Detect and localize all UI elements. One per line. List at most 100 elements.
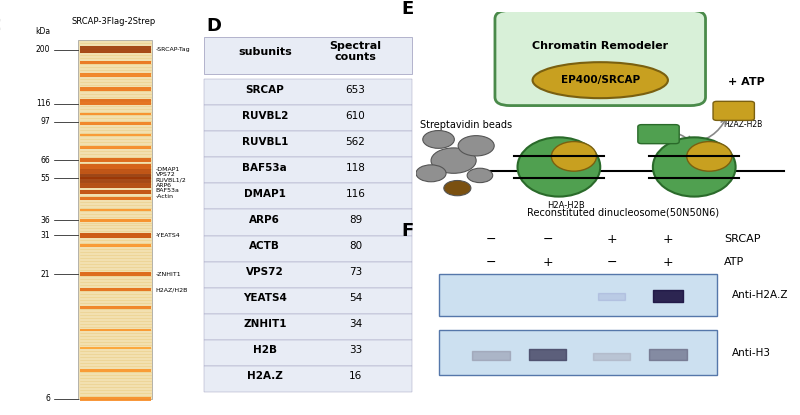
Text: ARP6: ARP6 bbox=[250, 215, 280, 225]
Text: VPS72: VPS72 bbox=[156, 172, 175, 177]
Bar bbox=[80, 306, 150, 309]
Bar bbox=[80, 177, 150, 183]
Circle shape bbox=[458, 136, 494, 156]
Text: kDa: kDa bbox=[35, 27, 50, 36]
Bar bbox=[80, 164, 150, 168]
Text: H2A.Z: H2A.Z bbox=[247, 371, 282, 381]
Text: 89: 89 bbox=[349, 215, 362, 225]
Text: +: + bbox=[542, 256, 553, 269]
Text: Reconstituted dinucleosome(50N50N6): Reconstituted dinucleosome(50N50N6) bbox=[526, 208, 719, 218]
Text: +: + bbox=[606, 233, 617, 246]
Text: SRCAP-3Flag-2Strep: SRCAP-3Flag-2Strep bbox=[71, 17, 156, 26]
FancyBboxPatch shape bbox=[713, 101, 754, 120]
Text: -ZNHIT1: -ZNHIT1 bbox=[156, 272, 182, 277]
Bar bbox=[204, 236, 412, 261]
Text: ACTB: ACTB bbox=[250, 241, 280, 251]
Text: ARP6: ARP6 bbox=[156, 183, 172, 188]
Text: subunits: subunits bbox=[238, 46, 292, 56]
Bar bbox=[204, 37, 412, 73]
Text: Spectral
counts: Spectral counts bbox=[330, 41, 382, 62]
Bar bbox=[80, 46, 150, 53]
Ellipse shape bbox=[533, 62, 668, 98]
Text: Streptavidin beads: Streptavidin beads bbox=[420, 120, 512, 129]
Bar bbox=[80, 190, 150, 194]
Circle shape bbox=[467, 168, 493, 183]
Text: -SRCAP-Tag: -SRCAP-Tag bbox=[156, 47, 190, 52]
Bar bbox=[204, 210, 412, 236]
Bar bbox=[80, 347, 150, 349]
Text: Chromatin Remodeler: Chromatin Remodeler bbox=[532, 42, 668, 51]
Text: +: + bbox=[662, 256, 674, 269]
Text: 200: 200 bbox=[36, 45, 50, 54]
Bar bbox=[80, 233, 150, 238]
Bar bbox=[204, 105, 412, 132]
Text: -Actin: -Actin bbox=[156, 193, 174, 198]
Text: SRCAP: SRCAP bbox=[724, 234, 761, 244]
Text: H2AZ/H2B: H2AZ/H2B bbox=[156, 287, 188, 292]
Text: H2AZ-H2B: H2AZ-H2B bbox=[723, 120, 762, 129]
Text: 16: 16 bbox=[349, 371, 362, 381]
Text: E: E bbox=[401, 0, 414, 18]
Bar bbox=[80, 158, 150, 162]
Bar bbox=[80, 146, 150, 149]
Text: +: + bbox=[662, 233, 674, 246]
FancyBboxPatch shape bbox=[638, 124, 679, 144]
Bar bbox=[204, 183, 412, 210]
Bar bbox=[80, 369, 150, 371]
Text: H2A-H2B: H2A-H2B bbox=[547, 200, 586, 210]
Bar bbox=[80, 99, 150, 102]
Bar bbox=[438, 330, 717, 375]
Text: + ATP: + ATP bbox=[728, 77, 765, 87]
Text: 34: 34 bbox=[349, 319, 362, 329]
Text: H2B: H2B bbox=[253, 345, 277, 355]
Ellipse shape bbox=[551, 142, 597, 171]
Bar bbox=[204, 157, 412, 183]
Bar bbox=[80, 329, 150, 331]
Text: 55: 55 bbox=[41, 174, 50, 183]
Text: 116: 116 bbox=[346, 189, 366, 199]
Text: -DMAP1: -DMAP1 bbox=[156, 167, 180, 172]
Text: EP400/SRCAP: EP400/SRCAP bbox=[561, 75, 640, 85]
Text: 97: 97 bbox=[41, 117, 50, 126]
Text: Anti-H2A.Z: Anti-H2A.Z bbox=[732, 290, 788, 300]
Bar bbox=[204, 288, 412, 314]
Bar bbox=[204, 339, 412, 366]
Text: 33: 33 bbox=[349, 345, 362, 355]
Ellipse shape bbox=[653, 137, 736, 197]
Text: 6: 6 bbox=[46, 395, 50, 403]
Text: ZNHIT1: ZNHIT1 bbox=[243, 319, 286, 329]
FancyBboxPatch shape bbox=[495, 10, 706, 105]
Text: 80: 80 bbox=[349, 241, 362, 251]
Text: 73: 73 bbox=[349, 267, 362, 277]
Bar bbox=[80, 112, 150, 115]
Ellipse shape bbox=[686, 142, 732, 171]
Bar bbox=[80, 122, 150, 125]
Bar bbox=[204, 366, 412, 392]
Text: VPS72: VPS72 bbox=[246, 267, 284, 277]
Bar bbox=[80, 272, 150, 276]
Text: 31: 31 bbox=[41, 231, 50, 240]
Bar bbox=[80, 173, 150, 179]
Text: −: − bbox=[542, 233, 553, 246]
Bar bbox=[80, 197, 150, 200]
Text: 54: 54 bbox=[349, 293, 362, 303]
Text: DMAP1: DMAP1 bbox=[244, 189, 286, 199]
Bar bbox=[80, 87, 150, 90]
Text: −: − bbox=[606, 256, 617, 269]
Text: BAF53a: BAF53a bbox=[242, 163, 287, 173]
Bar bbox=[78, 40, 152, 399]
Text: Anti-H3: Anti-H3 bbox=[732, 348, 771, 358]
Text: -YEATS4: -YEATS4 bbox=[156, 233, 181, 238]
Bar bbox=[204, 79, 412, 105]
Text: −: − bbox=[486, 233, 497, 246]
Bar bbox=[204, 132, 412, 157]
Text: D: D bbox=[206, 17, 222, 35]
Bar bbox=[80, 209, 150, 211]
Text: 562: 562 bbox=[346, 137, 366, 147]
Bar bbox=[204, 261, 412, 288]
Text: YEATS4: YEATS4 bbox=[243, 293, 286, 303]
Bar bbox=[80, 398, 150, 400]
Bar bbox=[80, 61, 150, 64]
Text: 610: 610 bbox=[346, 111, 366, 121]
Bar bbox=[438, 274, 717, 316]
